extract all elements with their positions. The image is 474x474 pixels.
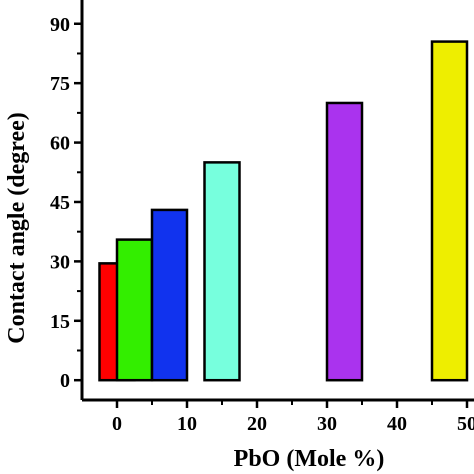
x-tick-label: 0 <box>112 413 122 435</box>
x-tick-label: 20 <box>247 413 267 435</box>
y-tick-label: 15 <box>50 311 70 333</box>
ticks-group: 0 15 30 45 60 75 90 0 10 20 30 40 50 <box>50 14 474 435</box>
y-tick-label: 90 <box>50 14 70 36</box>
x-tick-label: 10 <box>177 413 197 435</box>
y-tick-label: 30 <box>50 251 70 273</box>
y-tick-label: 60 <box>50 133 70 155</box>
y-axis-title: Contact angle (degree) <box>4 112 30 344</box>
bar-4 <box>325 101 364 382</box>
x-tick-label: 40 <box>387 413 407 435</box>
y-tick-label: 45 <box>50 192 70 214</box>
x-axis-title: PbO (Mole %) <box>234 446 385 472</box>
bar-3 <box>203 161 241 382</box>
bar-5 <box>430 40 469 382</box>
bars-group <box>98 40 469 382</box>
bar-2 <box>150 208 189 382</box>
y-tick-label: 75 <box>50 73 70 95</box>
axes-group <box>80 0 474 402</box>
x-tick-label: 30 <box>317 413 337 435</box>
x-tick-label: 50 <box>457 413 474 435</box>
bar-1 <box>115 238 154 382</box>
y-tick-label: 0 <box>60 370 70 392</box>
